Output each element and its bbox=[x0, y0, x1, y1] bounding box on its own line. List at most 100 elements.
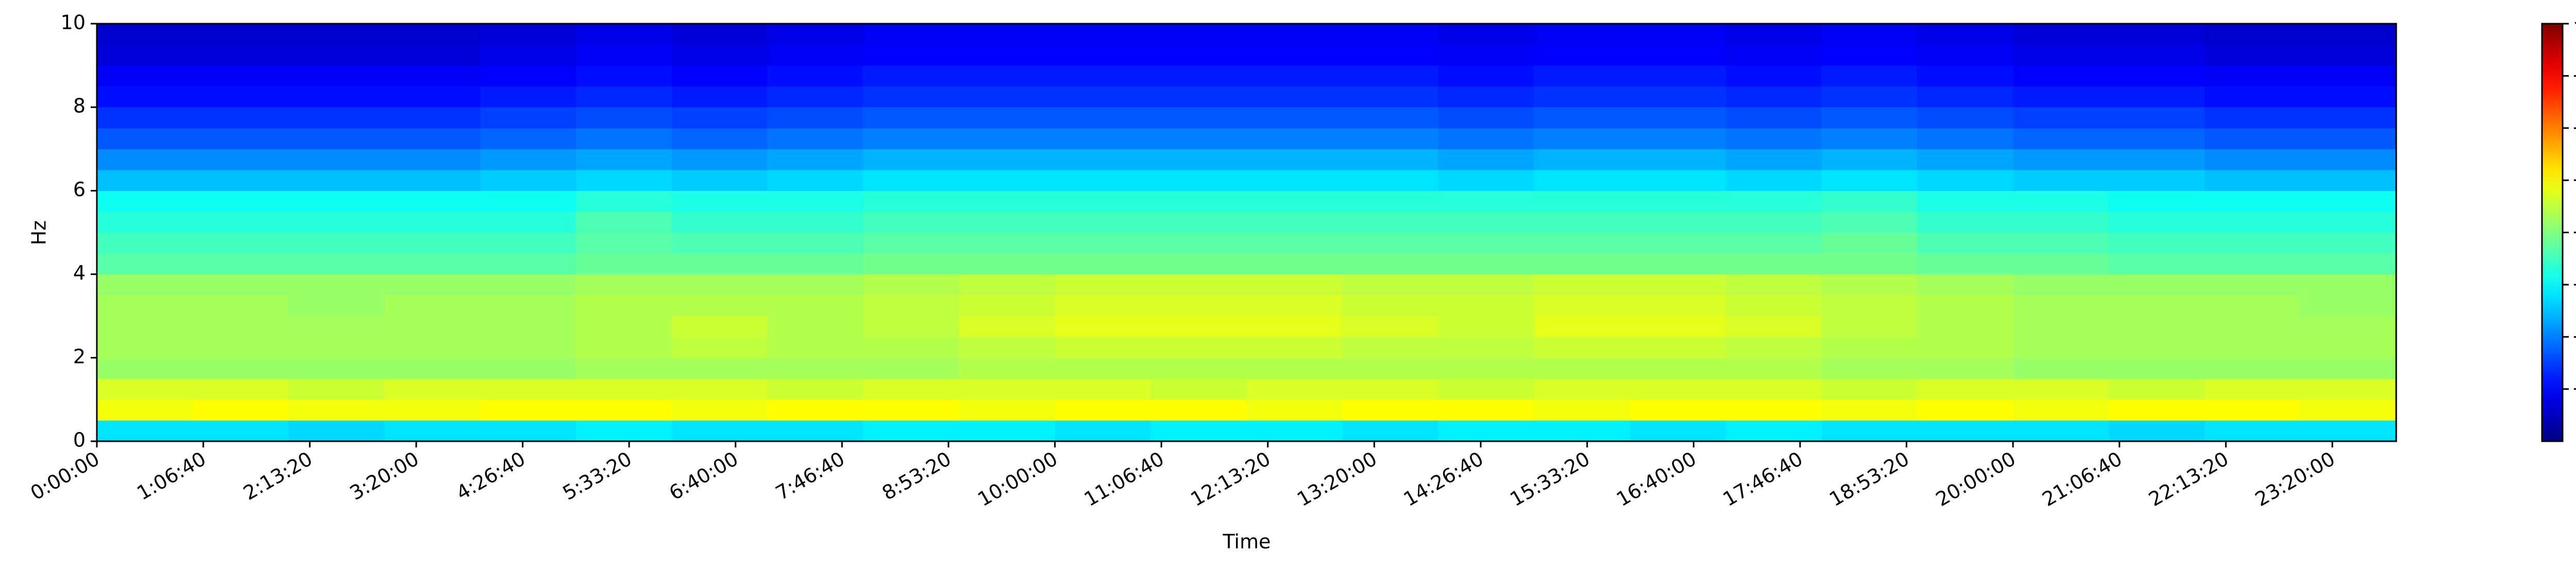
cell bbox=[480, 211, 577, 233]
cell bbox=[97, 65, 193, 87]
cell bbox=[97, 86, 193, 108]
cell bbox=[97, 337, 193, 358]
cell bbox=[384, 399, 481, 421]
x-tick-label: 3:20:00 bbox=[346, 447, 422, 505]
cell bbox=[671, 107, 768, 129]
cell bbox=[1055, 399, 1151, 421]
cell bbox=[1342, 232, 1438, 254]
cell bbox=[671, 128, 768, 149]
x-tick-label: 14:26:40 bbox=[1400, 447, 1487, 511]
cell bbox=[2300, 316, 2397, 337]
cell bbox=[384, 232, 481, 254]
cell bbox=[767, 295, 864, 317]
cell bbox=[1725, 274, 1822, 296]
cell bbox=[1725, 24, 1822, 45]
cell bbox=[97, 232, 193, 254]
x-tick-label: 15:33:20 bbox=[1506, 447, 1594, 511]
colorbar-tick-label: -30 dB bbox=[2573, 168, 2576, 191]
cell bbox=[1917, 420, 2013, 442]
cell bbox=[1438, 191, 1534, 212]
plot-frame bbox=[96, 23, 2397, 442]
cell bbox=[1055, 378, 1151, 400]
cell bbox=[863, 149, 960, 170]
cell bbox=[767, 191, 864, 212]
cell bbox=[1821, 232, 1918, 254]
cell bbox=[2013, 232, 2109, 254]
cell bbox=[575, 337, 672, 358]
cell bbox=[1821, 86, 1918, 108]
cell bbox=[480, 65, 577, 87]
cell bbox=[1725, 191, 1822, 212]
y-tick-label: 2 bbox=[73, 345, 86, 368]
cell bbox=[2013, 295, 2109, 317]
cell bbox=[2013, 274, 2109, 296]
cell bbox=[192, 253, 289, 275]
cell bbox=[1438, 316, 1534, 337]
cell bbox=[384, 191, 481, 212]
cell bbox=[288, 149, 385, 170]
cell bbox=[97, 107, 193, 129]
cell bbox=[480, 44, 577, 66]
cell bbox=[1150, 357, 1247, 379]
cell bbox=[288, 232, 385, 254]
cell bbox=[192, 295, 289, 317]
cell bbox=[1821, 420, 1918, 442]
cell bbox=[671, 316, 768, 337]
cell bbox=[1150, 24, 1247, 45]
cell bbox=[863, 107, 960, 129]
cell bbox=[1917, 337, 2013, 358]
cell bbox=[1534, 253, 1630, 275]
cell bbox=[288, 316, 385, 337]
cell bbox=[1917, 191, 2013, 212]
cell bbox=[1725, 420, 1822, 442]
cell bbox=[1438, 86, 1534, 108]
cell bbox=[1246, 253, 1343, 275]
cell bbox=[2109, 378, 2205, 400]
cell bbox=[1821, 65, 1918, 87]
cell bbox=[1534, 169, 1630, 191]
cell bbox=[671, 65, 768, 87]
cell bbox=[1821, 295, 1918, 317]
cell bbox=[1342, 399, 1438, 421]
cell bbox=[767, 107, 864, 129]
cell bbox=[2205, 357, 2301, 379]
cell bbox=[959, 65, 1056, 87]
cell bbox=[1055, 357, 1151, 379]
cell bbox=[480, 274, 577, 296]
cell bbox=[1342, 149, 1438, 170]
cell bbox=[1534, 316, 1630, 337]
cell bbox=[1150, 191, 1247, 212]
cell bbox=[1725, 65, 1822, 87]
cell bbox=[480, 378, 577, 400]
cell bbox=[288, 420, 385, 442]
cell bbox=[480, 316, 577, 337]
cell bbox=[2300, 232, 2397, 254]
cell bbox=[384, 86, 481, 108]
cell bbox=[671, 378, 768, 400]
cell bbox=[1438, 378, 1534, 400]
cell bbox=[1725, 337, 1822, 358]
cell bbox=[384, 169, 481, 191]
cell bbox=[97, 399, 193, 421]
cell bbox=[288, 107, 385, 129]
cell bbox=[1055, 107, 1151, 129]
cell bbox=[192, 191, 289, 212]
cell bbox=[1534, 149, 1630, 170]
cell bbox=[2300, 169, 2397, 191]
y-tick-label: 6 bbox=[73, 178, 86, 201]
cell bbox=[2300, 337, 2397, 358]
cell bbox=[1150, 253, 1247, 275]
cell bbox=[2205, 337, 2301, 358]
cell bbox=[1342, 86, 1438, 108]
cell bbox=[575, 24, 672, 45]
cell bbox=[2013, 316, 2109, 337]
cell bbox=[288, 169, 385, 191]
cell bbox=[288, 274, 385, 296]
cell bbox=[1725, 86, 1822, 108]
cell bbox=[480, 420, 577, 442]
cell bbox=[1438, 128, 1534, 149]
cell bbox=[1917, 65, 2013, 87]
cell bbox=[863, 378, 960, 400]
cell bbox=[2109, 295, 2205, 317]
cell bbox=[959, 274, 1056, 296]
